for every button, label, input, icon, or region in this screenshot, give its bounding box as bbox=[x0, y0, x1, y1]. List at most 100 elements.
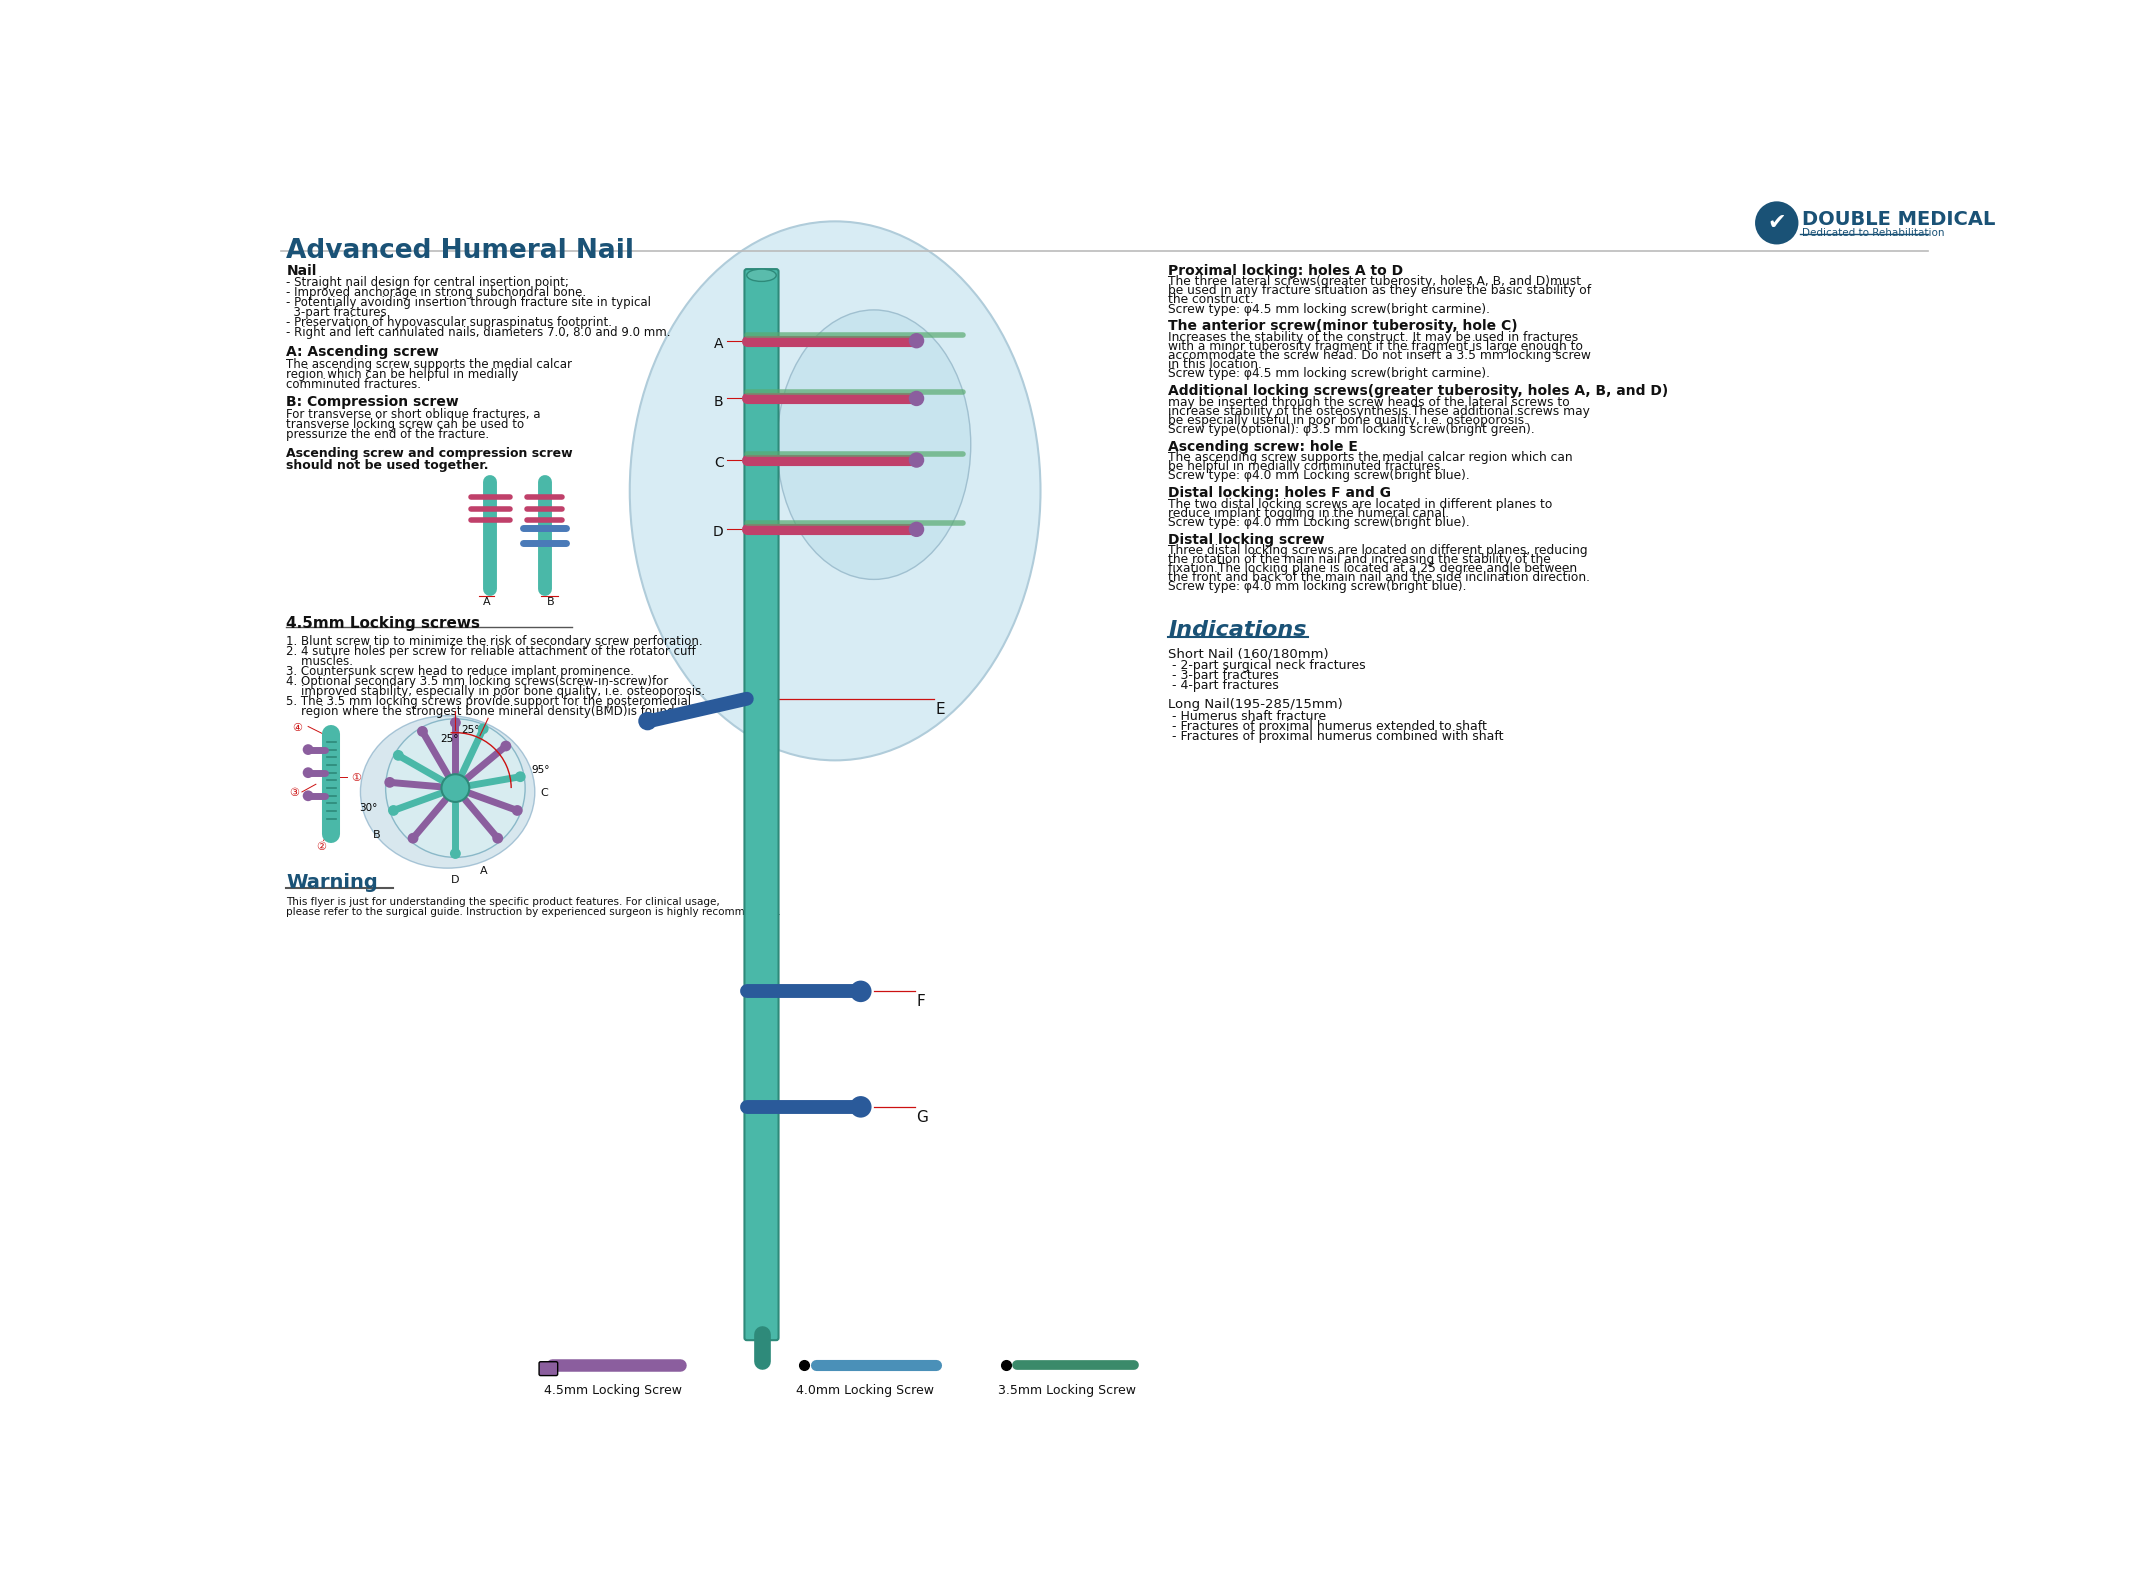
Text: Screw type: φ4.5 mm locking screw(bright carmine).: Screw type: φ4.5 mm locking screw(bright… bbox=[1168, 367, 1491, 380]
Text: accommodate the screw head. Do not insert a 3.5 mm locking screw: accommodate the screw head. Do not inser… bbox=[1168, 349, 1590, 362]
Circle shape bbox=[515, 772, 526, 783]
Text: region where the strongest bone mineral density(BMD)is found.: region where the strongest bone mineral … bbox=[287, 705, 679, 718]
Text: 95°: 95° bbox=[532, 765, 550, 775]
Text: ②: ② bbox=[317, 842, 325, 853]
Circle shape bbox=[491, 832, 502, 843]
Text: ①: ① bbox=[351, 773, 360, 783]
Text: region which can be helpful in medially: region which can be helpful in medially bbox=[287, 368, 519, 381]
Ellipse shape bbox=[778, 310, 970, 580]
Circle shape bbox=[386, 719, 526, 858]
Text: B: B bbox=[713, 394, 724, 408]
Text: 4.5mm Locking Screw: 4.5mm Locking Screw bbox=[545, 1385, 683, 1397]
Ellipse shape bbox=[748, 268, 776, 281]
Text: A: A bbox=[481, 865, 487, 877]
Text: muscles.: muscles. bbox=[287, 654, 353, 669]
Text: - Humerus shaft fracture: - Humerus shaft fracture bbox=[1168, 710, 1327, 723]
Text: - Preservation of hypovascular supraspinatus footprint.: - Preservation of hypovascular supraspin… bbox=[287, 316, 612, 329]
Text: 3. Countersunk screw head to reduce implant prominence.: 3. Countersunk screw head to reduce impl… bbox=[287, 665, 634, 678]
Text: Screw type: φ4.5 mm locking screw(bright carmine).: Screw type: φ4.5 mm locking screw(bright… bbox=[1168, 303, 1491, 316]
Text: Indications: Indications bbox=[1168, 621, 1306, 640]
Text: ③: ③ bbox=[289, 788, 300, 799]
Text: 4.5mm Locking screws: 4.5mm Locking screws bbox=[287, 616, 481, 632]
Text: B: Compression screw: B: Compression screw bbox=[287, 395, 459, 410]
Text: be helpful in medially comminuted fractures.: be helpful in medially comminuted fractu… bbox=[1168, 461, 1444, 473]
Text: - Straight nail design for central insertion point;: - Straight nail design for central inser… bbox=[287, 276, 569, 289]
Text: 4. Optional secondary 3.5 mm locking screws(screw-in-screw)for: 4. Optional secondary 3.5 mm locking scr… bbox=[287, 675, 668, 688]
Text: D: D bbox=[713, 526, 724, 540]
Text: D: D bbox=[450, 875, 459, 885]
Text: Screw type: φ4.0 mm Locking screw(bright blue).: Screw type: φ4.0 mm Locking screw(bright… bbox=[1168, 470, 1470, 483]
Circle shape bbox=[500, 740, 511, 751]
Text: F: F bbox=[916, 994, 924, 1010]
Circle shape bbox=[638, 711, 657, 730]
Text: - Potentially avoiding insertion through fracture site in typical: - Potentially avoiding insertion through… bbox=[287, 295, 651, 310]
Text: 25°: 25° bbox=[440, 734, 459, 745]
Text: Distal locking: holes F and G: Distal locking: holes F and G bbox=[1168, 486, 1392, 500]
Text: Warning: Warning bbox=[287, 873, 377, 892]
Text: reduce implant toggling in the humeral canal.: reduce implant toggling in the humeral c… bbox=[1168, 507, 1450, 519]
Text: C: C bbox=[713, 456, 724, 470]
Text: should not be used together.: should not be used together. bbox=[287, 459, 489, 472]
Text: This flyer is just for understanding the specific product features. For clinical: This flyer is just for understanding the… bbox=[287, 897, 720, 907]
Text: B: B bbox=[373, 829, 381, 840]
Text: C: C bbox=[541, 788, 547, 799]
Text: 1. Blunt screw tip to minimize the risk of secondary screw perforation.: 1. Blunt screw tip to minimize the risk … bbox=[287, 635, 703, 648]
Text: Long Nail(195-285/15mm): Long Nail(195-285/15mm) bbox=[1168, 699, 1343, 711]
Text: A: A bbox=[483, 597, 489, 607]
Text: - Improved anchorage in strong subchondral bone.: - Improved anchorage in strong subchondr… bbox=[287, 286, 586, 299]
Circle shape bbox=[849, 980, 871, 1002]
Text: the rotation of the main nail and increasing the stability of the: the rotation of the main nail and increa… bbox=[1168, 553, 1552, 567]
Text: Additional locking screws(greater tuberosity, holes A, B, and D): Additional locking screws(greater tubero… bbox=[1168, 384, 1668, 399]
Text: The ascending screw supports the medial calcar: The ascending screw supports the medial … bbox=[287, 357, 573, 370]
Circle shape bbox=[388, 805, 399, 816]
Text: 3-part fractures.: 3-part fractures. bbox=[287, 306, 390, 319]
Text: pressurize the end of the fracture.: pressurize the end of the fracture. bbox=[287, 427, 489, 441]
FancyBboxPatch shape bbox=[743, 268, 778, 1340]
Circle shape bbox=[513, 805, 524, 816]
Text: be especially useful in poor bone quality, i.e. osteoporosis.: be especially useful in poor bone qualit… bbox=[1168, 414, 1528, 427]
Text: 25°: 25° bbox=[461, 726, 481, 735]
Text: in this location.: in this location. bbox=[1168, 359, 1263, 372]
Circle shape bbox=[302, 791, 312, 802]
Text: Proximal locking: holes A to D: Proximal locking: holes A to D bbox=[1168, 264, 1403, 278]
Text: comminuted fractures.: comminuted fractures. bbox=[287, 378, 422, 391]
Circle shape bbox=[418, 726, 429, 737]
Text: 2. 4 suture holes per screw for reliable attachment of the rotator cuff: 2. 4 suture holes per screw for reliable… bbox=[287, 645, 696, 657]
Circle shape bbox=[450, 848, 461, 859]
Text: improved stability, especially in poor bone quality, i.e. osteoporosis.: improved stability, especially in poor b… bbox=[287, 684, 705, 697]
Circle shape bbox=[1754, 202, 1799, 245]
Text: The anterior screw(minor tuberosity, hole C): The anterior screw(minor tuberosity, hol… bbox=[1168, 319, 1517, 333]
Text: A: Ascending screw: A: Ascending screw bbox=[287, 345, 440, 359]
Text: E: E bbox=[935, 702, 944, 716]
Text: - 2-part surgical neck fractures: - 2-part surgical neck fractures bbox=[1168, 659, 1366, 672]
Text: Ascending screw: hole E: Ascending screw: hole E bbox=[1168, 440, 1358, 454]
Circle shape bbox=[478, 724, 489, 734]
Text: The three lateral screws(greater tuberosity, holes A, B, and D)must: The three lateral screws(greater tuberos… bbox=[1168, 275, 1582, 289]
Text: - Fractures of proximal humerus combined with shaft: - Fractures of proximal humerus combined… bbox=[1168, 730, 1504, 743]
Text: the front and back of the main nail and the side inclination direction.: the front and back of the main nail and … bbox=[1168, 572, 1590, 584]
Circle shape bbox=[302, 767, 312, 778]
Text: Advanced Humeral Nail: Advanced Humeral Nail bbox=[287, 238, 634, 264]
Text: Screw type: φ4.0 mm Locking screw(bright blue).: Screw type: φ4.0 mm Locking screw(bright… bbox=[1168, 516, 1470, 529]
Text: The two distal locking screws are located in different planes to: The two distal locking screws are locate… bbox=[1168, 497, 1554, 511]
Text: may be inserted through the screw heads of the lateral screws to: may be inserted through the screw heads … bbox=[1168, 395, 1571, 408]
Text: Short Nail (160/180mm): Short Nail (160/180mm) bbox=[1168, 648, 1330, 661]
Text: DOUBLE MEDICAL: DOUBLE MEDICAL bbox=[1802, 210, 1996, 229]
Circle shape bbox=[909, 522, 924, 537]
Text: 30°: 30° bbox=[360, 804, 377, 813]
Circle shape bbox=[909, 333, 924, 348]
Circle shape bbox=[442, 775, 470, 802]
Text: fixation.The locking plane is located at a 25 degree angle between: fixation.The locking plane is located at… bbox=[1168, 562, 1577, 575]
Text: The ascending screw supports the medial calcar region which can: The ascending screw supports the medial … bbox=[1168, 451, 1573, 464]
Text: Three distal locking screws are located on different planes, reducing: Three distal locking screws are located … bbox=[1168, 545, 1588, 557]
Text: Distal locking screw: Distal locking screw bbox=[1168, 532, 1325, 546]
Text: B: B bbox=[547, 597, 554, 607]
Text: 3.5mm Locking Screw: 3.5mm Locking Screw bbox=[998, 1385, 1136, 1397]
Circle shape bbox=[450, 718, 461, 727]
Text: Nail: Nail bbox=[287, 264, 317, 278]
Circle shape bbox=[407, 832, 418, 843]
Text: the construct.: the construct. bbox=[1168, 294, 1254, 306]
Text: - Right and left cannulated nails, diameters 7.0, 8.0 and 9.0 mm.: - Right and left cannulated nails, diame… bbox=[287, 326, 670, 340]
Text: ④: ④ bbox=[293, 723, 302, 732]
Circle shape bbox=[909, 391, 924, 407]
